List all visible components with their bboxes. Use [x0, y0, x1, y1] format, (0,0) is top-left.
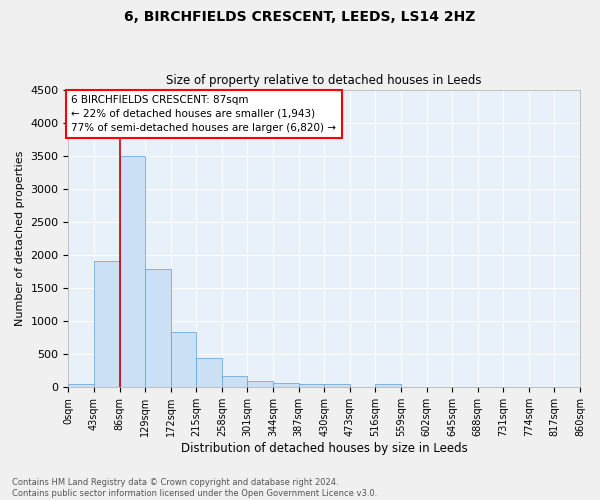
Bar: [299, 384, 324, 388]
Bar: [119, 156, 145, 388]
Bar: [94, 261, 119, 388]
Bar: [145, 269, 171, 388]
Y-axis label: Number of detached properties: Number of detached properties: [15, 151, 25, 326]
Bar: [273, 384, 299, 388]
Bar: [196, 358, 222, 388]
Bar: [68, 384, 94, 388]
Bar: [324, 384, 350, 388]
Text: 6, BIRCHFIELDS CRESCENT, LEEDS, LS14 2HZ: 6, BIRCHFIELDS CRESCENT, LEEDS, LS14 2HZ: [124, 10, 476, 24]
X-axis label: Distribution of detached houses by size in Leeds: Distribution of detached houses by size …: [181, 442, 467, 455]
Bar: [376, 384, 401, 388]
Text: Contains HM Land Registry data © Crown copyright and database right 2024.
Contai: Contains HM Land Registry data © Crown c…: [12, 478, 377, 498]
Text: 6 BIRCHFIELDS CRESCENT: 87sqm
← 22% of detached houses are smaller (1,943)
77% o: 6 BIRCHFIELDS CRESCENT: 87sqm ← 22% of d…: [71, 95, 337, 133]
Title: Size of property relative to detached houses in Leeds: Size of property relative to detached ho…: [166, 74, 482, 87]
Bar: [171, 332, 196, 388]
Bar: [247, 380, 273, 388]
Bar: [222, 376, 247, 388]
